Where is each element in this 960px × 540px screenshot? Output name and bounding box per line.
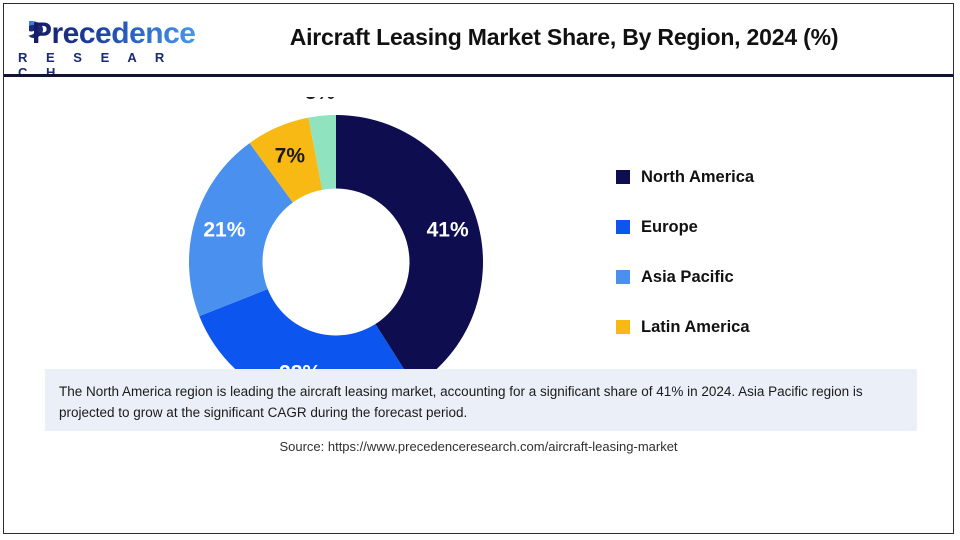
slice-value-label-latin-america: 7% (275, 144, 306, 167)
legend-swatch-asia-pacific (616, 270, 630, 284)
chart-card: Precedence R E S E A R C H Aircraft Leas… (3, 3, 954, 534)
legend-label-latin-america: Latin America (641, 317, 750, 336)
legend-swatch-latin-america (616, 320, 630, 334)
legend-swatch-europe (616, 220, 630, 234)
legend-label-north-america: North America (641, 167, 755, 186)
legend-item-north-america[interactable]: North America (616, 152, 866, 202)
page-title: Aircraft Leasing Market Share, By Region… (289, 24, 839, 50)
legend-item-europe[interactable]: Europe (616, 202, 866, 252)
precedence-research-logo: Precedence R E S E A R C H (16, 18, 196, 81)
legend-swatch-north-america (616, 170, 630, 184)
slice-value-label-mea: 3% (305, 97, 336, 104)
slice-value-label-north-america: 41% (427, 219, 469, 242)
donut-slice-mea[interactable] (308, 115, 336, 190)
legend-label-asia-pacific: Asia Pacific (641, 267, 734, 286)
header-divider (4, 74, 953, 77)
leaf-icon (28, 21, 43, 38)
slice-value-label-asia-pacific: 21% (203, 219, 245, 242)
donut-slice-latin-america[interactable] (249, 117, 323, 203)
header: Precedence R E S E A R C H Aircraft Leas… (4, 4, 953, 81)
chart-legend: North America Europe Asia Pacific Latin … (616, 152, 866, 402)
legend-item-asia-pacific[interactable]: Asia Pacific (616, 252, 866, 302)
source-line: Source: https://www.precedenceresearch.c… (279, 439, 678, 454)
insight-caption-text: The North America region is leading the … (59, 384, 863, 420)
donut-slice-north-america[interactable] (336, 115, 483, 387)
legend-label-europe: Europe (641, 217, 698, 236)
logo-wordmark: Precedence (32, 17, 196, 50)
legend-item-latin-america[interactable]: Latin America (616, 302, 866, 352)
insight-caption-box: The North America region is leading the … (45, 369, 917, 431)
donut-slice-asia-pacific[interactable] (189, 143, 293, 317)
